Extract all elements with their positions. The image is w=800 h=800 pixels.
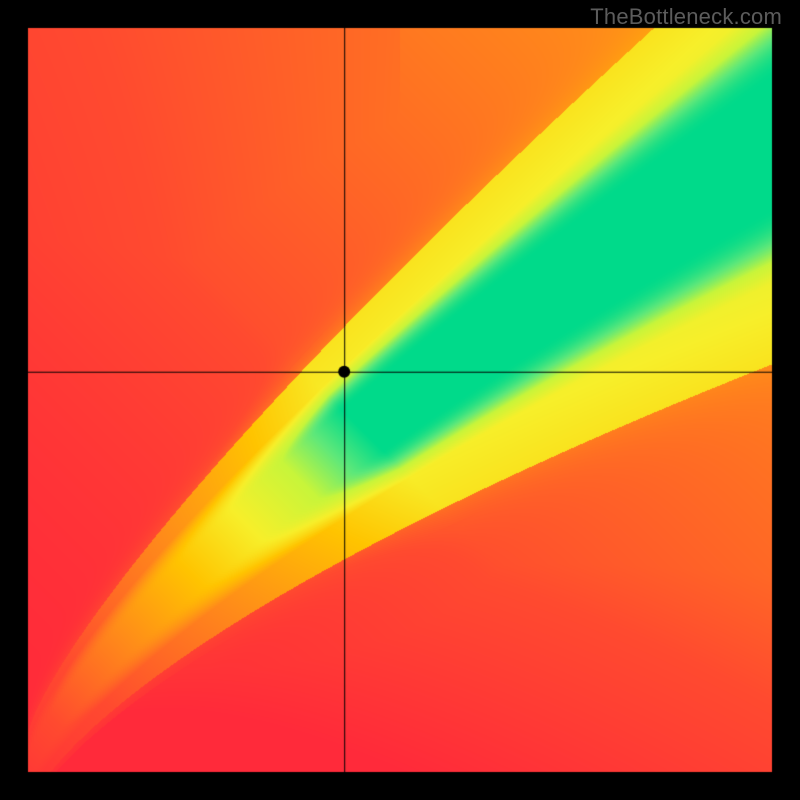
chart-container: TheBottleneck.com xyxy=(0,0,800,800)
watermark-text: TheBottleneck.com xyxy=(590,4,782,30)
bottleneck-heatmap-canvas xyxy=(0,0,800,800)
